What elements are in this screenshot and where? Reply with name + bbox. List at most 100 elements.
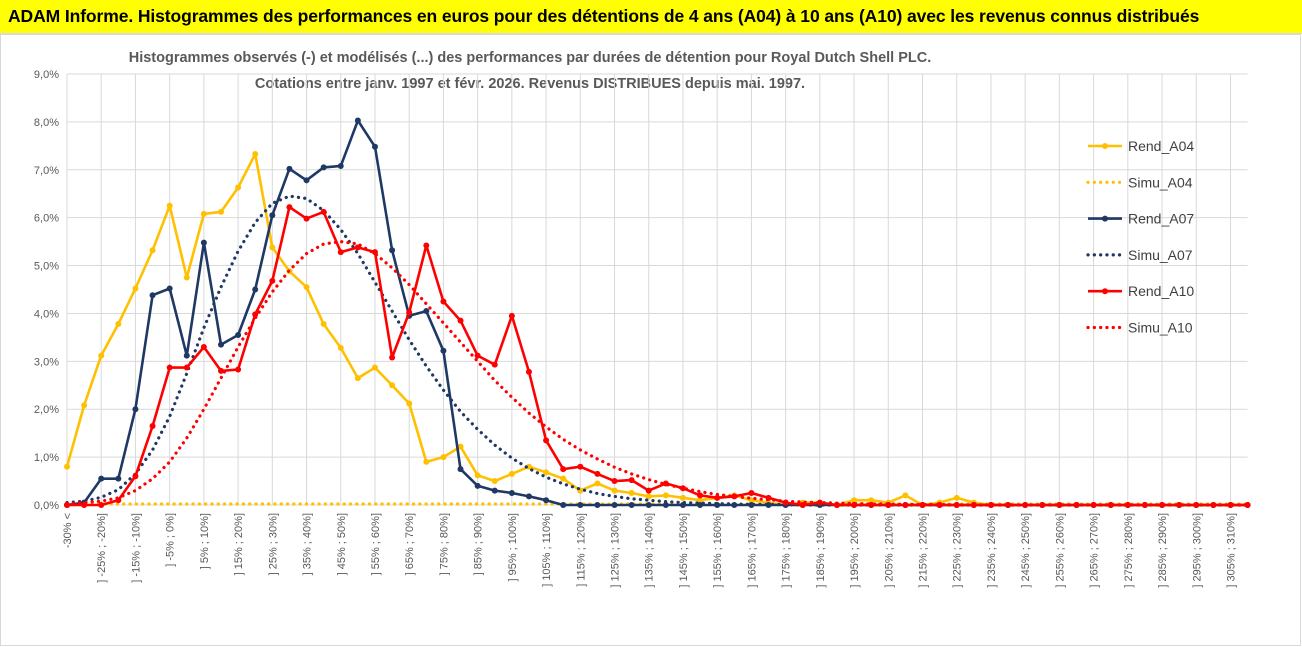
- y-tick-label: 9,0%: [34, 69, 59, 81]
- series-line-rend-a04: [65, 152, 1248, 507]
- y-tick-label: 6,0%: [34, 213, 59, 225]
- chart-title-line1: Histogrammes observés (-) et modélisés (…: [128, 50, 932, 66]
- data-point: [1159, 502, 1166, 508]
- data-point: [1056, 502, 1063, 508]
- data-point: [217, 341, 224, 348]
- data-point: [543, 469, 550, 476]
- data-point: [508, 312, 515, 319]
- data-point: [628, 477, 635, 484]
- data-point: [525, 463, 532, 470]
- data-point: [166, 285, 173, 292]
- legend-label: Simu_A04: [1128, 174, 1193, 190]
- data-point: [423, 242, 430, 249]
- data-point: [611, 502, 618, 508]
- data-point: [851, 497, 858, 504]
- data-point: [269, 212, 276, 219]
- x-tick-label: ] 5% ; 10%]: [199, 513, 211, 569]
- y-tick-label: 3,0%: [34, 356, 59, 368]
- data-point: [389, 354, 396, 361]
- data-point: [577, 502, 584, 508]
- data-point: [714, 494, 721, 501]
- x-tick-label: ] 35% ; 40%]: [302, 513, 314, 575]
- data-point: [697, 502, 704, 508]
- x-tick-label: ] 135% ; 140%]: [644, 513, 656, 588]
- data-point: [594, 470, 601, 477]
- data-point: [354, 375, 361, 382]
- data-point: [371, 364, 378, 371]
- data-point: [543, 437, 550, 444]
- data-point: [81, 402, 88, 409]
- data-point: [149, 422, 156, 429]
- data-point: [98, 502, 105, 508]
- x-tick-label: ] 85% ; 90%]: [473, 513, 485, 575]
- x-tick-label: ] 65% ; 70%]: [404, 513, 416, 575]
- x-tick-label: ] 225% ; 230%]: [952, 513, 964, 588]
- data-point: [286, 204, 293, 211]
- data-point: [525, 368, 532, 375]
- y-tick-label: 8,0%: [34, 117, 59, 129]
- data-point: [440, 298, 447, 305]
- data-point: [594, 502, 601, 508]
- x-tick-label: ] 295% ; 300%]: [1191, 513, 1203, 588]
- data-point: [98, 475, 105, 482]
- series-line-rend-a10: [67, 205, 1248, 507]
- y-tick-label: 4,0%: [34, 308, 59, 320]
- data-point: [235, 366, 242, 373]
- y-tick-label: 2,0%: [34, 404, 59, 416]
- data-point: [697, 492, 704, 499]
- data-point: [337, 249, 344, 256]
- x-tick-label: ] 305% ; 310%]: [1225, 513, 1237, 588]
- data-point: [115, 320, 122, 327]
- data-point: [252, 311, 259, 318]
- data-point: [371, 143, 378, 150]
- data-point: [697, 497, 704, 504]
- x-tick-label: ] 105% ; 110%]: [541, 513, 553, 587]
- data-point: [406, 400, 413, 407]
- data-point: [320, 164, 327, 171]
- data-point: [799, 502, 806, 508]
- data-point: [457, 466, 464, 473]
- legend-label: Simu_A10: [1128, 320, 1193, 336]
- data-point: [337, 344, 344, 351]
- x-tick-label: ] 215% ; 220%]: [918, 513, 930, 588]
- data-point: [611, 478, 618, 485]
- x-tick-label: ] 195% ; 200%]: [849, 513, 861, 588]
- data-point: [628, 502, 635, 508]
- data-point: [200, 210, 207, 217]
- data-point: [183, 364, 190, 371]
- histogram-chart: 0,0% 1,0% 2,0% 3,0% 4,0% 5,0% 6,0% 7,0% 8,0% 9,0%…: [34, 69, 1251, 588]
- data-point: [508, 490, 515, 497]
- data-point: [183, 274, 190, 281]
- x-tick-label: ] 275% ; 280%]: [1123, 513, 1135, 588]
- data-point: [200, 239, 207, 246]
- data-point: [577, 463, 584, 470]
- data-point: [662, 492, 669, 499]
- legend-marker: [1102, 143, 1108, 149]
- data-point: [166, 202, 173, 209]
- x-tick-label: ] 125% ; 130%]: [610, 513, 622, 588]
- chart-frame: Histogrammes observés (-) et modélisés (…: [0, 34, 1301, 646]
- data-point: [508, 470, 515, 477]
- x-tick-label: ] -5% ; 0%]: [165, 513, 177, 567]
- data-point: [389, 382, 396, 389]
- legend-label: Rend_A04: [1128, 138, 1194, 154]
- data-point: [491, 487, 498, 494]
- data-point: [679, 494, 686, 501]
- data-point: [235, 331, 242, 338]
- series-line-simu-a10: [65, 240, 1250, 507]
- legend-marker: [1102, 215, 1108, 222]
- data-point: [560, 466, 567, 473]
- legend-marker: [1102, 288, 1108, 295]
- data-point: [645, 487, 652, 494]
- legend-label: Rend_A07: [1128, 211, 1194, 227]
- x-tick-label: ] 115% ; 120%]: [575, 513, 587, 587]
- report-title: ADAM Informe. Histogrammes des performan…: [8, 6, 1200, 26]
- y-tick-label: 0,0%: [34, 500, 59, 512]
- data-point: [132, 406, 139, 413]
- y-tick-label: 7,0%: [34, 165, 59, 177]
- x-tick-label: -30% <: [62, 513, 74, 548]
- x-tick-label: ] 25% ; 30%]: [267, 513, 279, 575]
- data-point: [217, 208, 224, 215]
- data-point: [1107, 502, 1114, 508]
- report-banner: ADAM Informe. Histogrammes des performan…: [0, 0, 1302, 34]
